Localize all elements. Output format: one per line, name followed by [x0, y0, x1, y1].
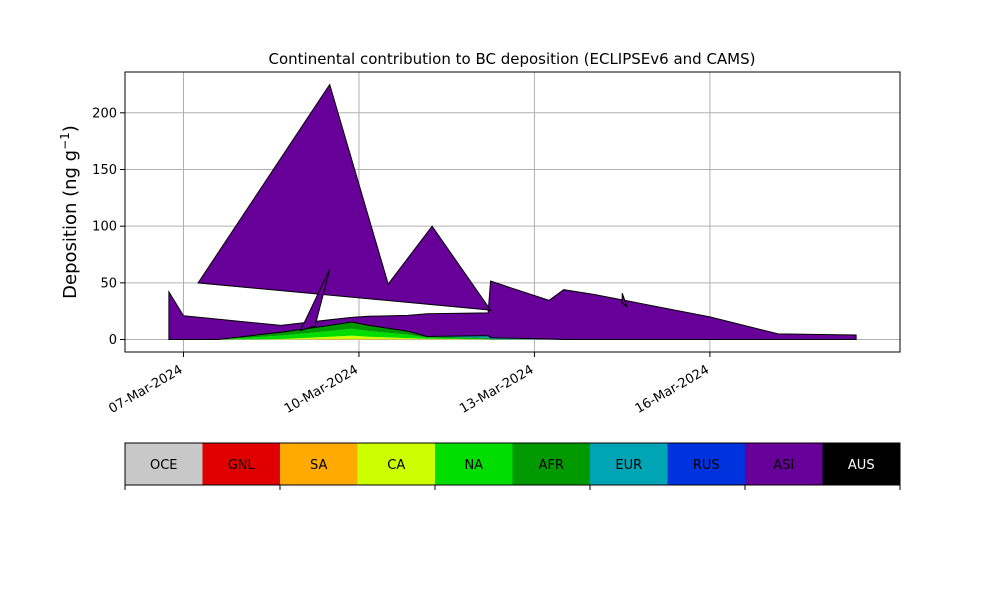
x-tick-label: 10-Mar-2024 — [282, 362, 361, 416]
stacked-areas — [168, 83, 857, 340]
y-tick-label: 100 — [92, 220, 117, 235]
x-tick-label: 16-Mar-2024 — [633, 362, 712, 416]
legend-swatch-ca — [357, 443, 435, 485]
area-ca — [168, 335, 857, 340]
x-tick-label: 07-Mar-2024 — [106, 362, 185, 416]
legend-label-na: NA — [464, 458, 483, 473]
legend-label-afr: AFR — [539, 458, 564, 473]
plot-area — [124, 71, 901, 353]
legend-swatch-eur — [590, 443, 668, 485]
y-tick-label: 150 — [92, 163, 117, 178]
legend-swatch-rus — [667, 443, 745, 485]
legend-label-sa: SA — [310, 458, 327, 473]
area-asi-overlay-1 — [197, 83, 492, 311]
legend-colorbar: OCE GNL SA CA NA AFR EUR RUS ASI AUS — [124, 442, 901, 490]
legend-label-rus: RUS — [693, 458, 720, 473]
y-axis-label-text: Deposition (ng g — [60, 150, 81, 299]
x-axis: 07-Mar-2024 10-Mar-2024 13-Mar-2024 16-Mar-… — [106, 352, 712, 417]
area-asi-overlay-2 — [299, 268, 331, 332]
legend-frame — [124, 442, 901, 486]
y-tick-label: 200 — [92, 106, 117, 121]
legend-swatch-na — [435, 443, 513, 485]
plot-frame — [124, 71, 901, 353]
area-na — [168, 328, 857, 340]
legend-swatch-asi — [745, 443, 823, 485]
legend-label-asi: ASI — [773, 458, 794, 473]
legend-label-aus: AUS — [848, 458, 875, 473]
y-axis: 0 50 100 150 200 — [92, 106, 125, 348]
y-axis-label-superscript: −1 — [58, 132, 72, 150]
area-sa — [168, 339, 857, 340]
y-axis-label: Deposition (ng g−1) — [58, 125, 81, 299]
area-afr — [168, 322, 857, 340]
legend-label-eur: EUR — [615, 458, 642, 473]
y-axis-label-close: ) — [60, 125, 81, 132]
chart-title: Continental contribution to BC depositio… — [268, 50, 755, 68]
legend-swatch-oce — [125, 443, 203, 485]
x-tick-label: 13-Mar-2024 — [457, 362, 536, 416]
y-tick-label: 50 — [100, 276, 117, 291]
legend-label-ca: CA — [387, 458, 405, 473]
legend-label-oce: OCE — [150, 458, 178, 473]
legend-label-gnl: GNL — [228, 458, 256, 473]
legend-swatch-afr — [512, 443, 590, 485]
area-asi-overlay-3 — [621, 292, 628, 309]
legend-swatch-gnl — [202, 443, 280, 485]
legend-swatch-aus — [822, 443, 900, 485]
area-asi — [168, 280, 857, 340]
y-tick-label: 0 — [109, 333, 117, 348]
legend-swatch-sa — [280, 443, 358, 485]
